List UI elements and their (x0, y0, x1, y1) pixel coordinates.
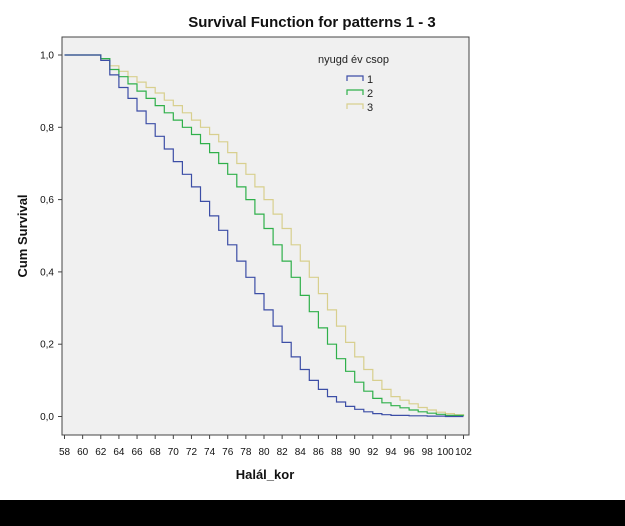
x-tick-label: 84 (295, 447, 307, 458)
legend-label-2: 2 (367, 88, 373, 100)
legend-swatch-3 (346, 103, 364, 109)
x-tick-label: 94 (385, 447, 397, 458)
x-axis-label: Halál_kor (236, 467, 295, 482)
x-tick-label: 58 (59, 447, 71, 458)
series-3-line (64, 54, 465, 416)
plot-area (61, 36, 470, 436)
x-tick-label: 96 (404, 447, 416, 458)
legend: nyugd év csop 1 2 3 (318, 54, 389, 114)
series-1-line (64, 54, 464, 418)
x-tick-label: 88 (331, 447, 343, 458)
x-tick-label: 90 (349, 447, 361, 458)
x-tick-label: 72 (186, 447, 198, 458)
y-tick-label: 1,0 (40, 51, 54, 62)
y-tick-label: 0,4 (40, 267, 54, 278)
x-tick-label: 78 (240, 447, 252, 458)
legend-label-1: 1 (367, 74, 373, 86)
x-tick-label: 92 (367, 447, 379, 458)
x-tick-label: 100 (437, 447, 454, 458)
x-tick-label: 80 (258, 447, 270, 458)
x-tick-label: 86 (313, 447, 325, 458)
x-tick-label: 102 (455, 447, 472, 458)
y-axis-label: Cum Survival (15, 194, 30, 277)
y-axis: 0,0 0,2 0,4 0,6 0,8 1,0 (40, 51, 62, 423)
legend-label-3: 3 (367, 102, 373, 114)
footer-band (0, 500, 625, 526)
x-tick-label: 62 (95, 447, 107, 458)
x-axis: 58 60 62 64 66 68 70 72 74 76 78 80 82 84 86 88 90 92 94 96… (59, 435, 472, 458)
series-2-line (64, 54, 465, 416)
survival-chart: Survival Function for patterns 1 - 3 58 6… (15, 14, 472, 482)
y-tick-label: 0,0 (40, 412, 54, 423)
series-layer (64, 54, 465, 418)
legend-swatch-1 (346, 75, 364, 81)
x-tick-label: 64 (113, 447, 125, 458)
x-tick-label: 98 (422, 447, 434, 458)
y-tick-label: 0,6 (40, 195, 54, 206)
legend-swatch-2 (346, 89, 364, 95)
chart-title: Survival Function for patterns 1 - 3 (188, 14, 436, 31)
x-tick-label: 60 (77, 447, 89, 458)
x-tick-label: 74 (204, 447, 216, 458)
legend-title: nyugd év csop (318, 54, 389, 66)
x-tick-label: 70 (168, 447, 180, 458)
y-tick-label: 0,8 (40, 123, 54, 134)
x-tick-label: 68 (150, 447, 162, 458)
x-tick-label: 76 (222, 447, 234, 458)
x-tick-label: 66 (131, 447, 143, 458)
x-tick-label: 82 (277, 447, 289, 458)
y-tick-label: 0,2 (40, 340, 54, 351)
